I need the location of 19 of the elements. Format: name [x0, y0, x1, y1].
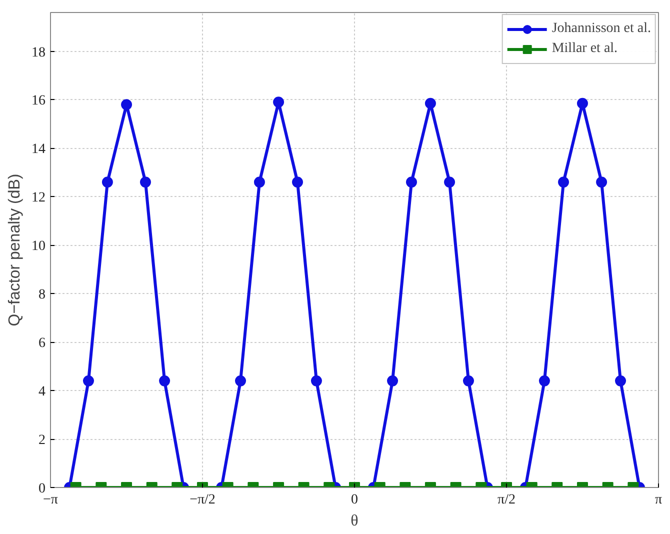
y-tick-label: 4 — [38, 384, 46, 400]
x-tick-label: π — [654, 492, 662, 508]
y-tick-label: 8 — [38, 288, 46, 303]
legend-label: Johannisson et al. — [552, 21, 651, 37]
y-tick-label: 10 — [32, 239, 46, 254]
x-tick-label: 0 — [351, 492, 358, 508]
x-tick-label: −π/2 — [190, 492, 216, 508]
y-tick-label: 0 — [38, 482, 46, 496]
y-tick-label: 12 — [32, 190, 46, 206]
y-tick-label: 2 — [38, 433, 46, 448]
y-tick-label: 6 — [38, 336, 46, 352]
x-axis-title: θ — [350, 512, 358, 530]
y-tick-label: 18 — [32, 45, 46, 60]
y-tick-label: 14 — [32, 142, 46, 158]
x-tick-label: π/2 — [498, 492, 516, 508]
legend-label: Millar et al. — [552, 41, 618, 57]
x-tick-label: −π — [43, 492, 58, 508]
y-tick-label: 16 — [32, 94, 46, 109]
y-axis-title: Q−factor penalty (dB) — [6, 174, 24, 326]
